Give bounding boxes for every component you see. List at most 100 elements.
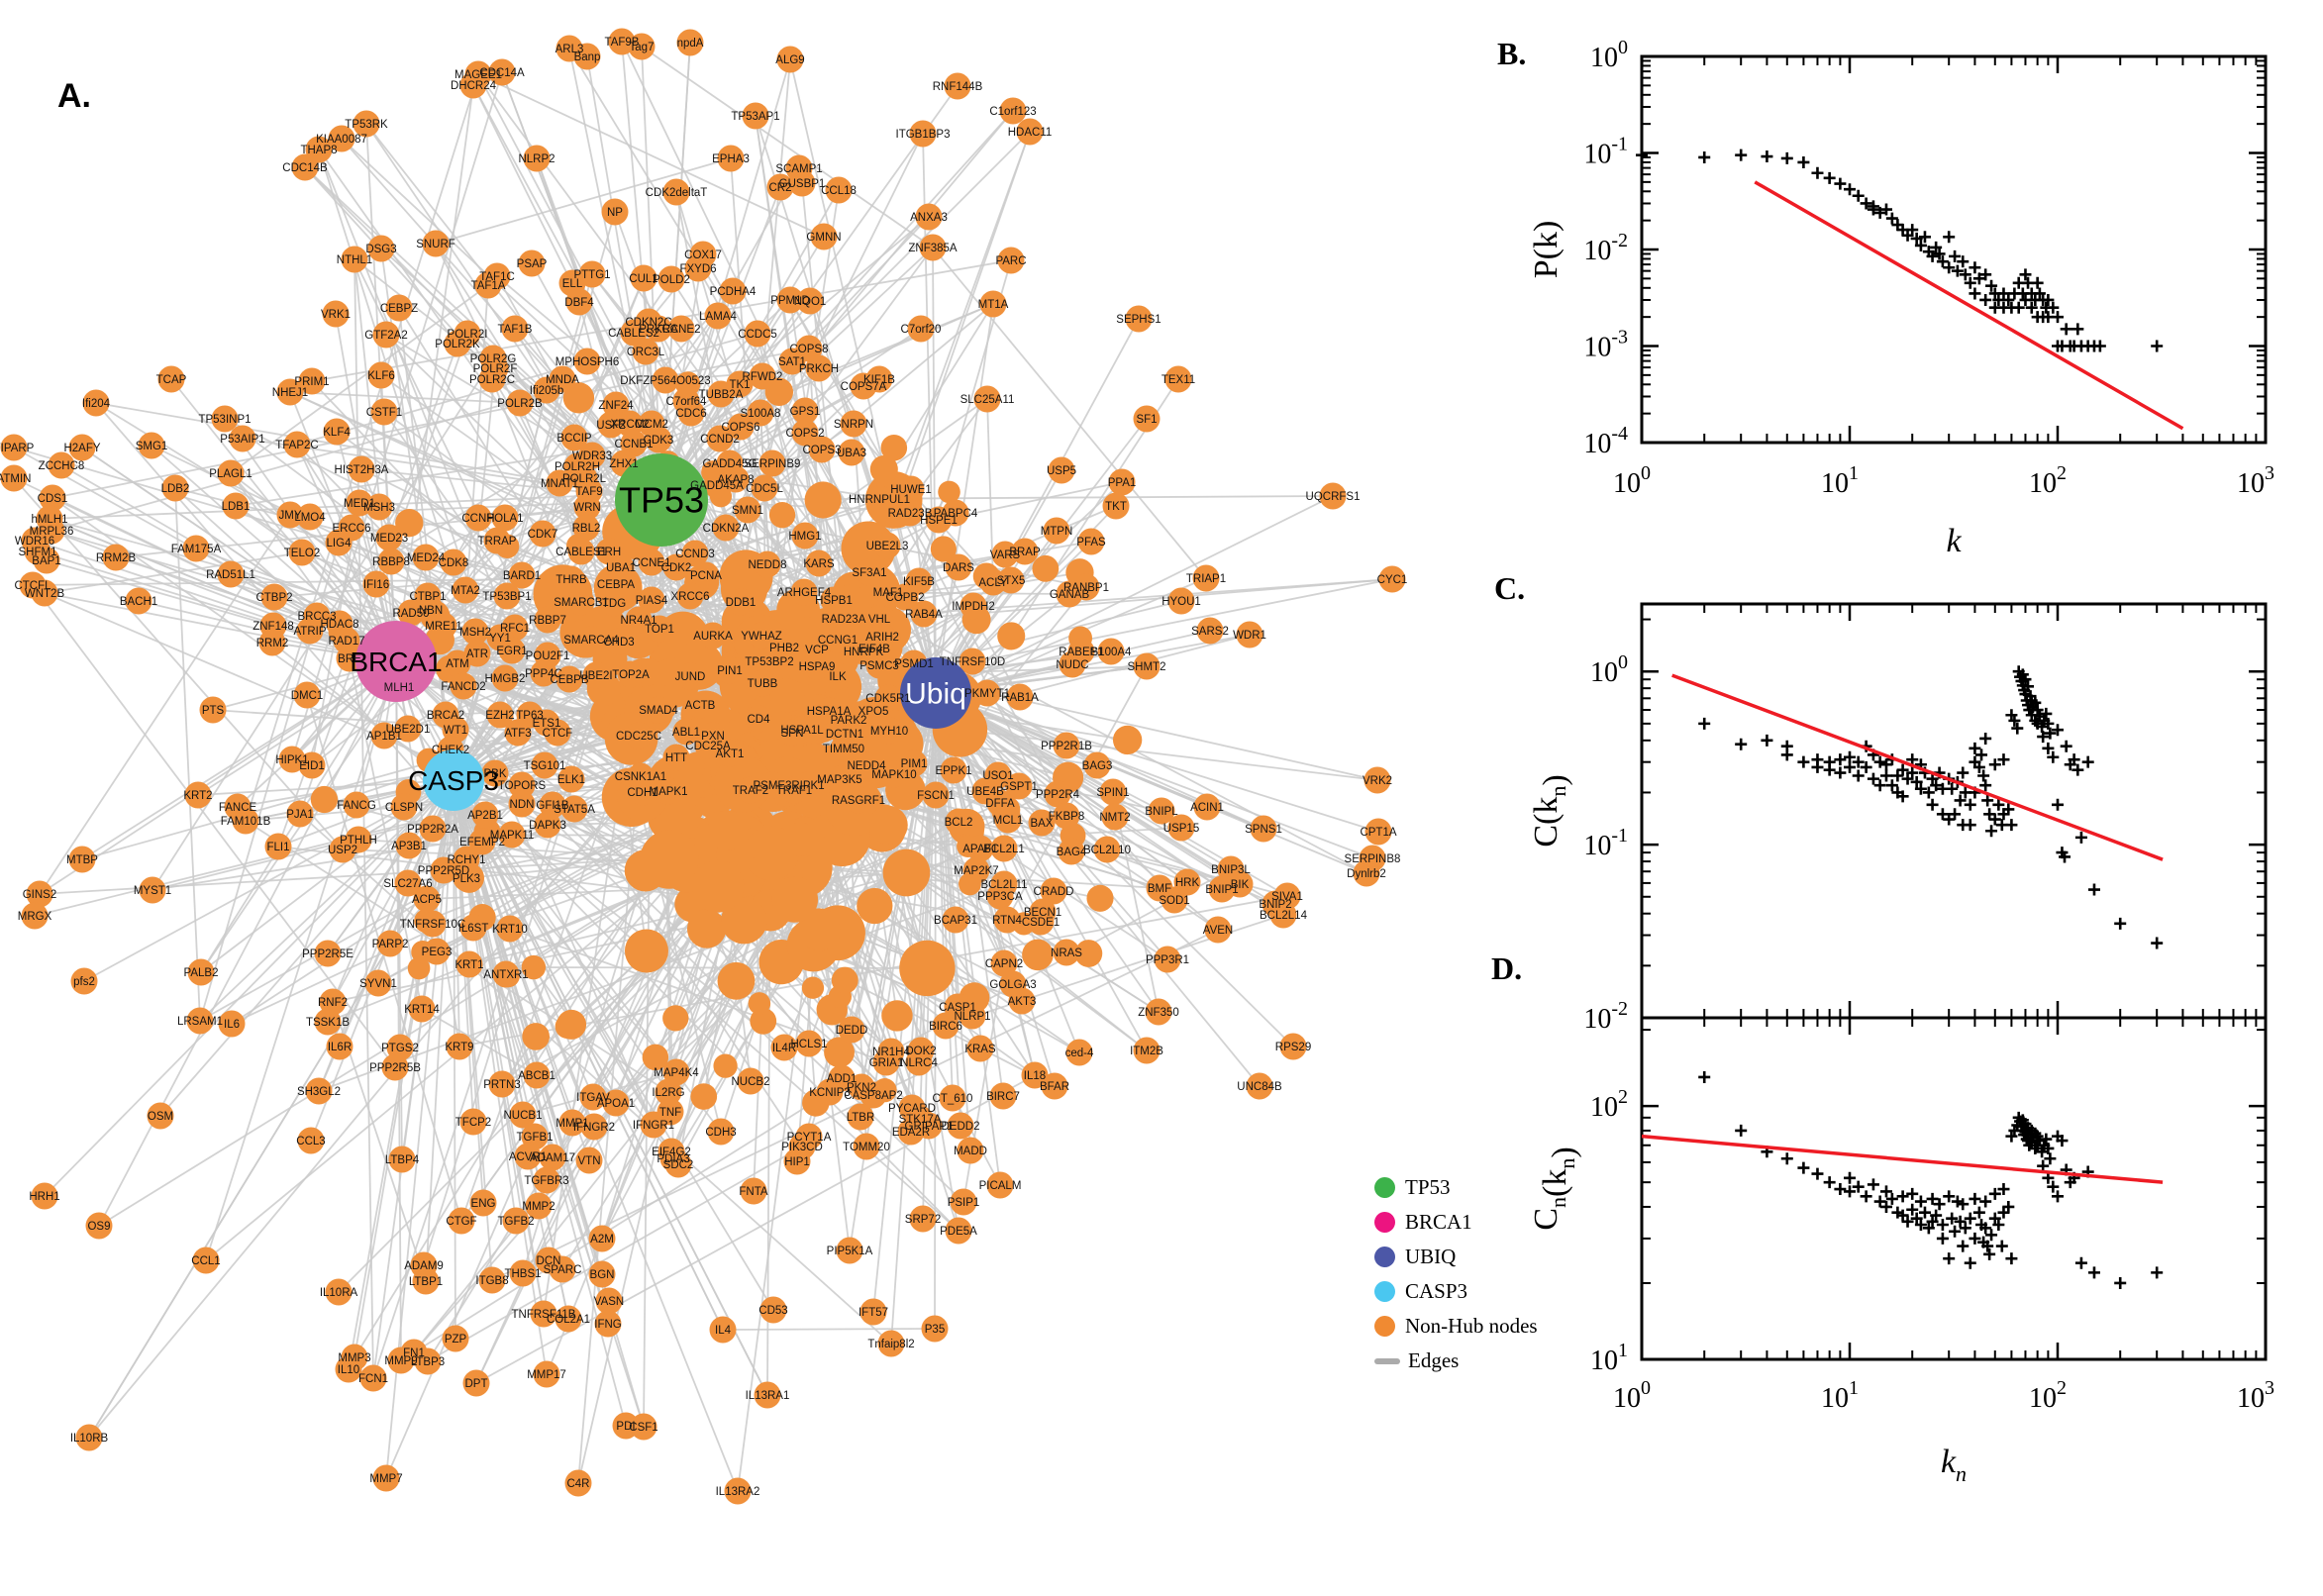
network-node [638,586,665,614]
panel-label-c: C. [1494,570,1526,606]
network-filler-node [899,940,956,997]
legend-item: TP53 [1374,1170,1538,1205]
network-node-label: SMG1 [136,441,168,452]
data-point [2047,750,2060,763]
network-node-label: P35 [925,1324,945,1336]
network-node [645,315,672,343]
network-node-label: HSPA9 [799,661,836,673]
data-point [1922,786,1935,799]
data-point [2052,311,2064,324]
y-axis-title: Cn(kn) [1528,1147,1582,1230]
data-point [1957,1198,1970,1211]
network-edge [453,779,768,1396]
network-node-label: CDC25A [685,741,731,752]
network-node [555,1305,582,1333]
legend-color-dot [1374,1281,1395,1302]
network-node-label: KRT10 [492,924,528,936]
network-node [21,902,49,930]
network-node-label: KCNIP3 [809,1087,851,1099]
network-filler-node [642,1044,669,1071]
network-node [838,1016,865,1044]
network-node-label: CCND2 [700,434,740,446]
network-node-label: CHD3 [603,637,634,648]
network-node [297,1127,325,1154]
network-node [986,1171,1014,1199]
network-node-label: YY1 [489,633,511,645]
network-node-label: COPS6 [722,422,760,434]
network-node [560,424,588,451]
network-node [468,828,496,855]
network-node-label: CASP8AP2 [844,1090,902,1102]
network-node [1048,456,1075,484]
network-node-label: PPP4C [525,668,562,680]
network-node [488,58,516,86]
data-point [2047,301,2060,314]
network-node-label: EFEMP2 [459,837,505,848]
panel-label-a: A. [57,77,91,115]
network-node-label: PPP3R1 [1146,954,1189,966]
network-node [478,1266,506,1294]
network-node [947,1112,974,1140]
network-node [1011,538,1039,565]
network-node [276,501,304,529]
network-node-label: MAP2K7 [954,865,998,877]
data-point [1867,203,1879,216]
network-node [662,178,690,206]
network-node-label: ced-4 [1065,1047,1094,1059]
network-node [973,385,1001,413]
legend-item-label: Edges [1408,1348,1460,1372]
network-node-label: WDR1 [1233,630,1266,642]
network-node [575,1147,603,1174]
network-node-label: SHMT2 [1128,661,1166,673]
network-node [686,691,714,719]
network-node [493,582,521,610]
network-node-label: EDA2R [892,1127,930,1139]
network-node-label: NRAS [1051,948,1082,959]
network-node-label: TGFB2 [497,1216,534,1228]
data-point [1698,717,1711,730]
network-node-label: OS9 [87,1221,110,1233]
network-node [645,426,672,453]
x-axis-title: k [1946,523,1962,559]
data-point [2093,340,2106,352]
network-edge [289,391,521,404]
network-node-label: CABLES2 [608,328,659,340]
network-node [578,260,606,288]
network-node-label: HIPK1 [275,754,308,766]
network-node [880,760,908,788]
data-point [1879,1200,1892,1213]
fit-line [1641,1134,2164,1184]
network-node [907,315,935,343]
network-node-label: KRT2 [183,790,212,802]
network-node [1133,1037,1161,1064]
network-node [957,1137,984,1164]
network-node-label: ALG9 [775,54,804,66]
network-node-label: ARL3 [556,44,584,55]
data-point [1879,203,1892,216]
network-node-label: IL6 [224,1019,240,1031]
network-node-label: CDK5R1 [865,693,910,705]
network-node-label: MAP3K5 [817,774,861,786]
network-node [448,1207,475,1235]
data-point [1992,1219,2005,1232]
hub-node-ubiq [900,657,971,729]
network-node [298,751,326,779]
network-node-label: DARS [943,562,974,574]
network-node-label: KRT9 [445,1042,473,1053]
data-point [1797,755,1810,768]
legend-item: UBIQ [1374,1240,1538,1274]
network-node [655,1078,682,1106]
network-node [602,1089,630,1117]
network-node-label: SMARCA4 [563,635,619,647]
network-node [875,717,903,745]
network-node-label: KRT14 [404,1004,440,1016]
network-node-label: EPHA3 [712,153,750,165]
data-point [2042,293,2055,306]
network-node-label: LTBP1 [409,1276,443,1288]
network-node-label: POLR2I [448,329,488,341]
chart-frame [1640,54,2268,445]
network-node-label: IL2RG [652,1087,684,1099]
network-node-label: UBE2L3 [866,541,909,552]
network-node-label: TAF9 [575,486,602,498]
network-node [594,1310,622,1338]
